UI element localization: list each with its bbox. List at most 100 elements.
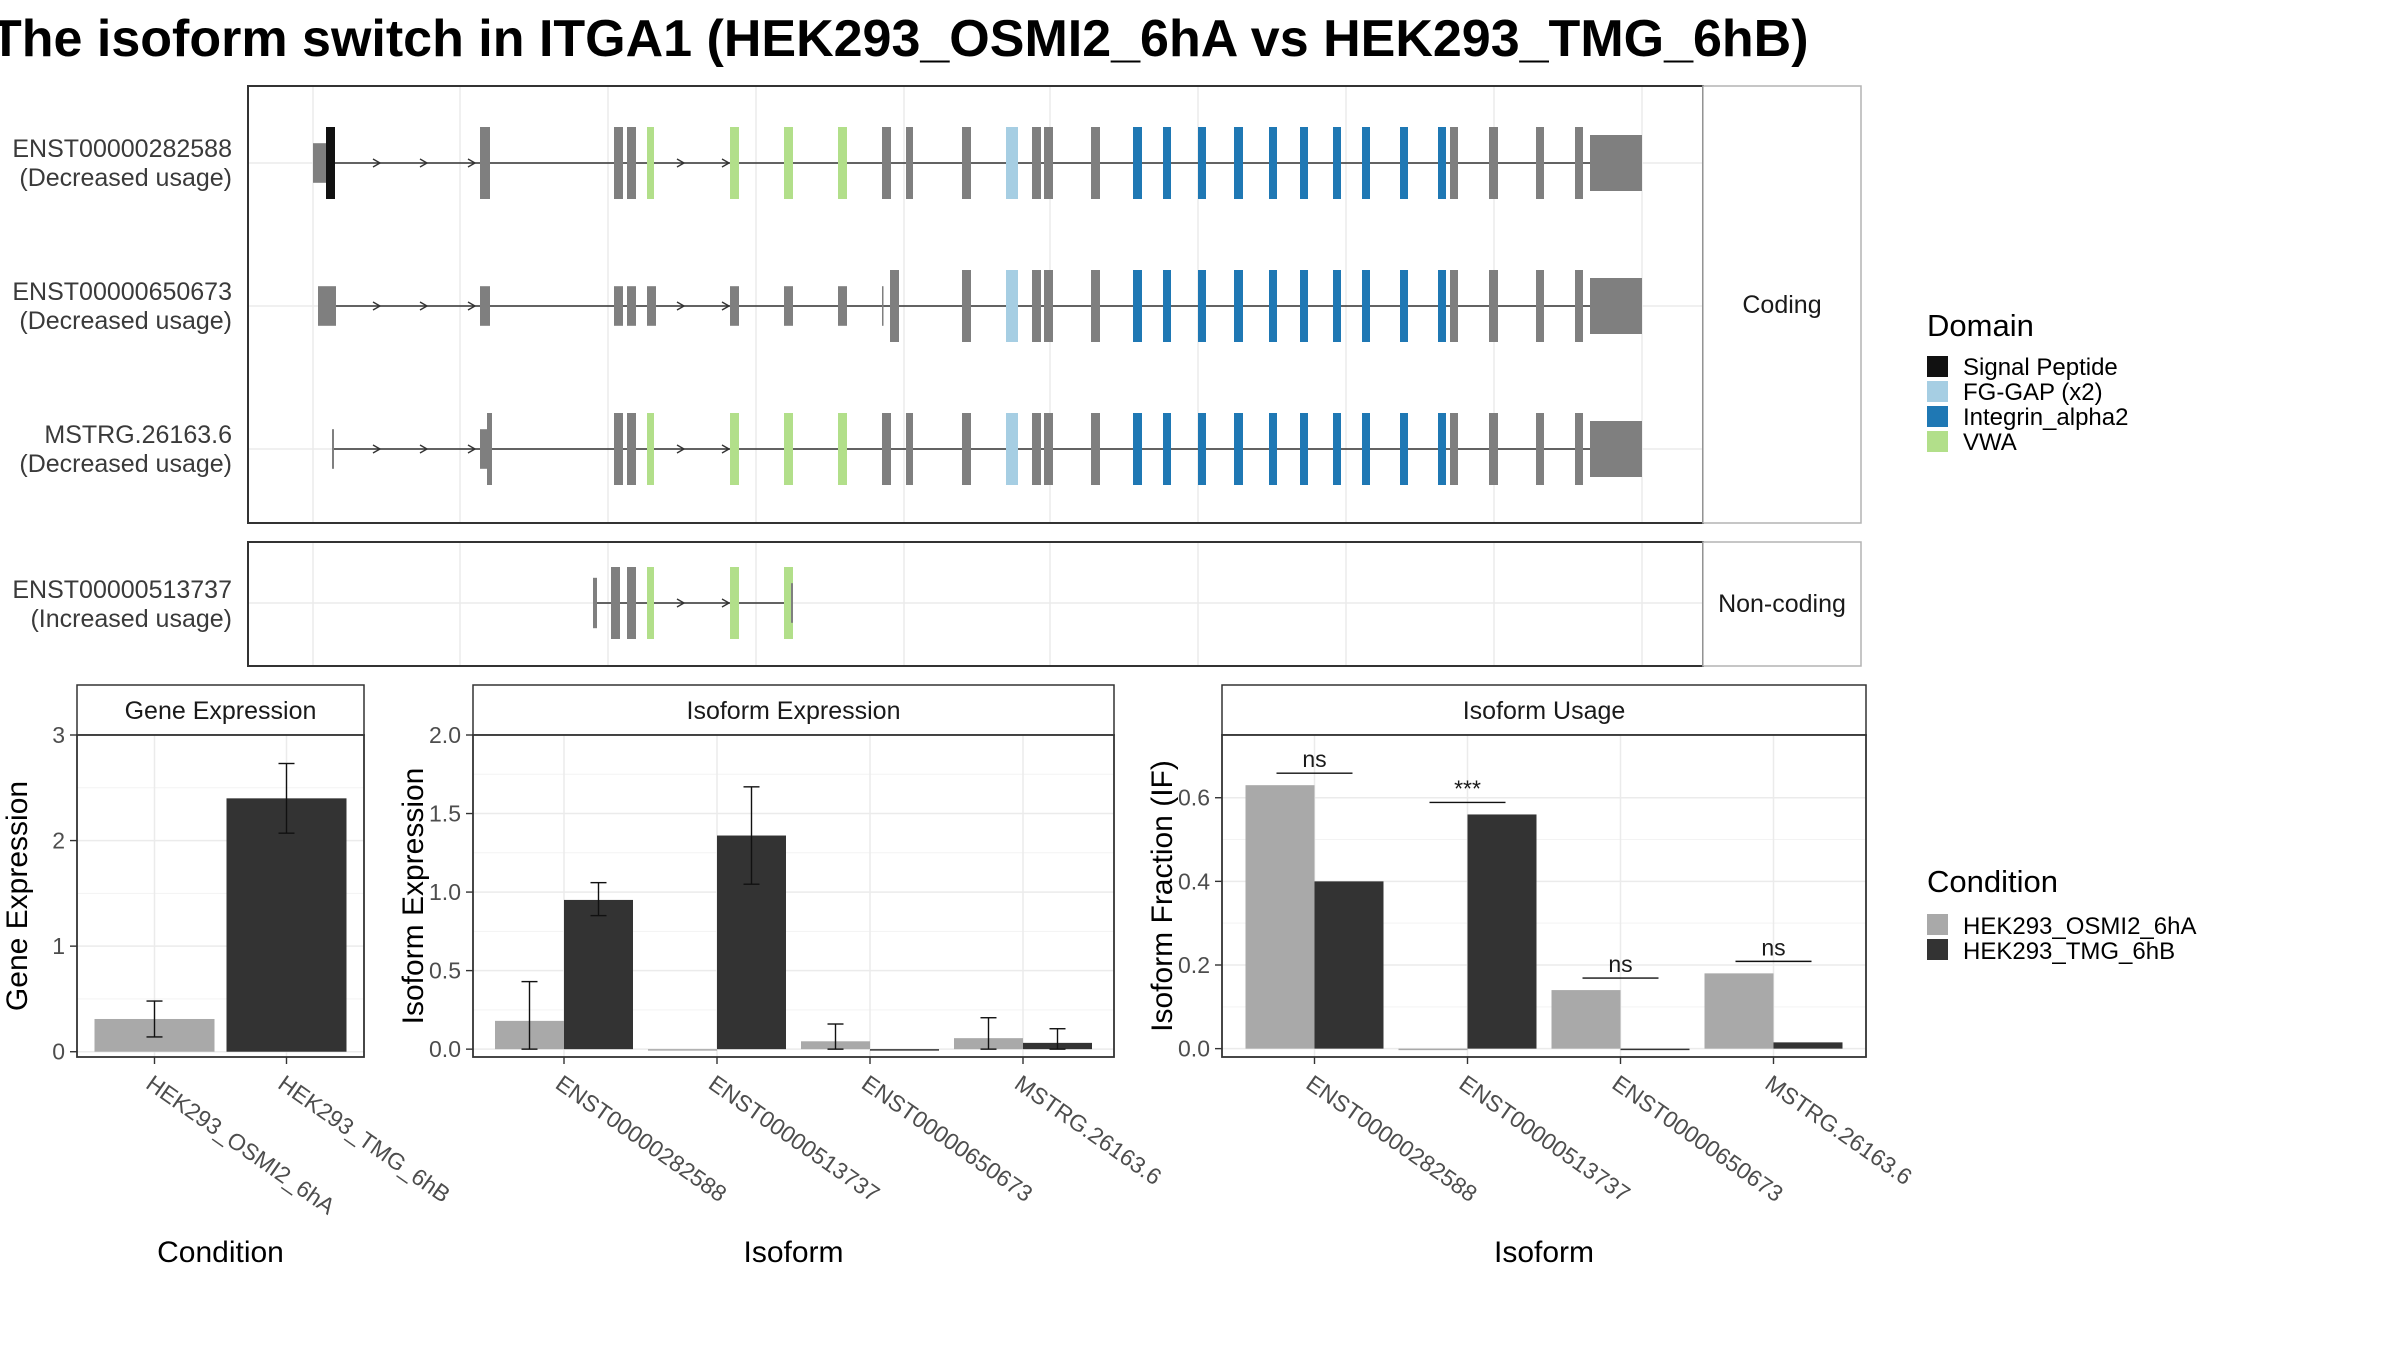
legend-key-osmi2 <box>1927 914 1948 935</box>
exon <box>1198 413 1206 485</box>
exon <box>1300 413 1308 485</box>
chart-strip <box>472 684 1115 736</box>
noncoding-strip <box>1702 541 1862 667</box>
legend-key-fg-gap <box>1927 381 1948 402</box>
strand-arrow-icon <box>721 158 731 168</box>
exon <box>487 413 492 485</box>
y-tick-label: 0.2 <box>1178 952 1210 978</box>
exon <box>1450 413 1458 485</box>
exon <box>1438 413 1446 485</box>
exon <box>882 286 884 326</box>
exon <box>480 286 490 326</box>
strand-arrow-icon <box>372 444 382 454</box>
significance-label: ns <box>1302 746 1326 772</box>
strand-arrow-icon <box>676 598 686 608</box>
condition-legend: Condition HEK293_OSMI2_6hA HEK293_TMG_6h… <box>1927 864 2196 965</box>
y-tick-label: 1 <box>52 933 65 959</box>
exon <box>627 286 636 326</box>
transcript-usage-3: (Decreased usage) <box>19 450 232 478</box>
exon <box>611 567 620 639</box>
bar <box>1773 1042 1843 1049</box>
exon <box>1489 127 1498 199</box>
exon <box>1133 270 1142 342</box>
legend-key-integrin-alpha2 <box>1927 406 1948 427</box>
exon <box>730 567 739 639</box>
exon <box>1575 413 1583 485</box>
coding-strip-label: Coding <box>1742 291 1821 319</box>
bar-charts: Gene Expression0123HEK293_OSMI2_6hAHEK29… <box>1 684 1917 1269</box>
chart-title: Isoform Usage <box>1463 697 1626 725</box>
exon-utr <box>1590 135 1642 191</box>
transcript-label-2: ENST00000650673 <box>12 278 232 306</box>
exon <box>1032 270 1041 342</box>
legend-key-vwa <box>1927 431 1948 452</box>
exon <box>614 286 623 326</box>
exon <box>1163 270 1171 342</box>
bar-chart-1: Gene Expression0123HEK293_OSMI2_6hAHEK29… <box>1 684 455 1269</box>
transcript-label-4: ENST00000513737 <box>12 576 232 604</box>
coding-strip <box>1702 85 1862 524</box>
exon <box>1362 127 1370 199</box>
exon <box>1198 270 1206 342</box>
strand-arrow-icon <box>419 301 429 311</box>
exon <box>882 413 891 485</box>
exon <box>791 583 793 623</box>
exon <box>784 413 793 485</box>
bar-chart-3: Isoform Usage0.00.20.40.6ns***nsnsENST00… <box>1146 684 1917 1269</box>
y-tick-label: 3 <box>52 722 65 748</box>
exon <box>332 429 334 469</box>
chart-panel-border <box>76 734 365 1058</box>
exon <box>1234 270 1243 342</box>
strand-arrow-icon <box>419 444 429 454</box>
exon <box>1438 270 1446 342</box>
exon <box>1133 127 1142 199</box>
y-axis-title: Gene Expression <box>1 781 34 1011</box>
y-tick-label: 0.6 <box>1178 785 1210 811</box>
exon <box>1400 270 1408 342</box>
exon <box>962 270 971 342</box>
bar <box>870 1049 939 1051</box>
transcript-lines <box>313 127 1642 639</box>
legend-key-signal-peptide <box>1927 356 1948 377</box>
exon <box>1300 127 1308 199</box>
y-axis-title: Isoform Expression <box>397 768 430 1025</box>
exon <box>730 286 739 326</box>
exon <box>1044 127 1053 199</box>
exon <box>614 413 623 485</box>
strand-arrow-icon <box>372 158 382 168</box>
strand-arrow-icon <box>676 158 686 168</box>
exon <box>1234 127 1243 199</box>
noncoding-strip-label: Non-coding <box>1718 590 1846 618</box>
legend-label-integrin-alpha2: Integrin_alpha2 <box>1963 404 2128 431</box>
exon <box>1362 270 1370 342</box>
strand-arrow-icon <box>676 444 686 454</box>
bar <box>226 798 347 1052</box>
x-axis-title: Isoform <box>743 1236 843 1269</box>
exon <box>1006 413 1018 485</box>
exon <box>1269 270 1277 342</box>
exon <box>1032 127 1041 199</box>
strand-arrow-icon <box>467 301 477 311</box>
exon <box>647 286 656 326</box>
exon <box>784 286 793 326</box>
y-tick-label: 0.0 <box>429 1036 461 1062</box>
exon <box>627 413 636 485</box>
exon <box>838 286 847 326</box>
exon <box>1300 270 1308 342</box>
exon <box>1575 127 1583 199</box>
exon <box>647 413 654 485</box>
chart-strip <box>76 684 365 736</box>
legend-label-tmg: HEK293_TMG_6hB <box>1963 938 2175 965</box>
x-axis-title: Isoform <box>1494 1236 1594 1269</box>
strand-arrow-icon <box>721 444 731 454</box>
significance-label: ns <box>1608 951 1632 977</box>
exon <box>1400 413 1408 485</box>
exon <box>1450 270 1458 342</box>
exon <box>614 127 623 199</box>
exon <box>480 429 489 469</box>
exon <box>318 286 336 326</box>
y-tick-label: 0.5 <box>429 958 461 984</box>
bar <box>1245 785 1315 1049</box>
y-tick-label: 1.0 <box>429 879 461 905</box>
